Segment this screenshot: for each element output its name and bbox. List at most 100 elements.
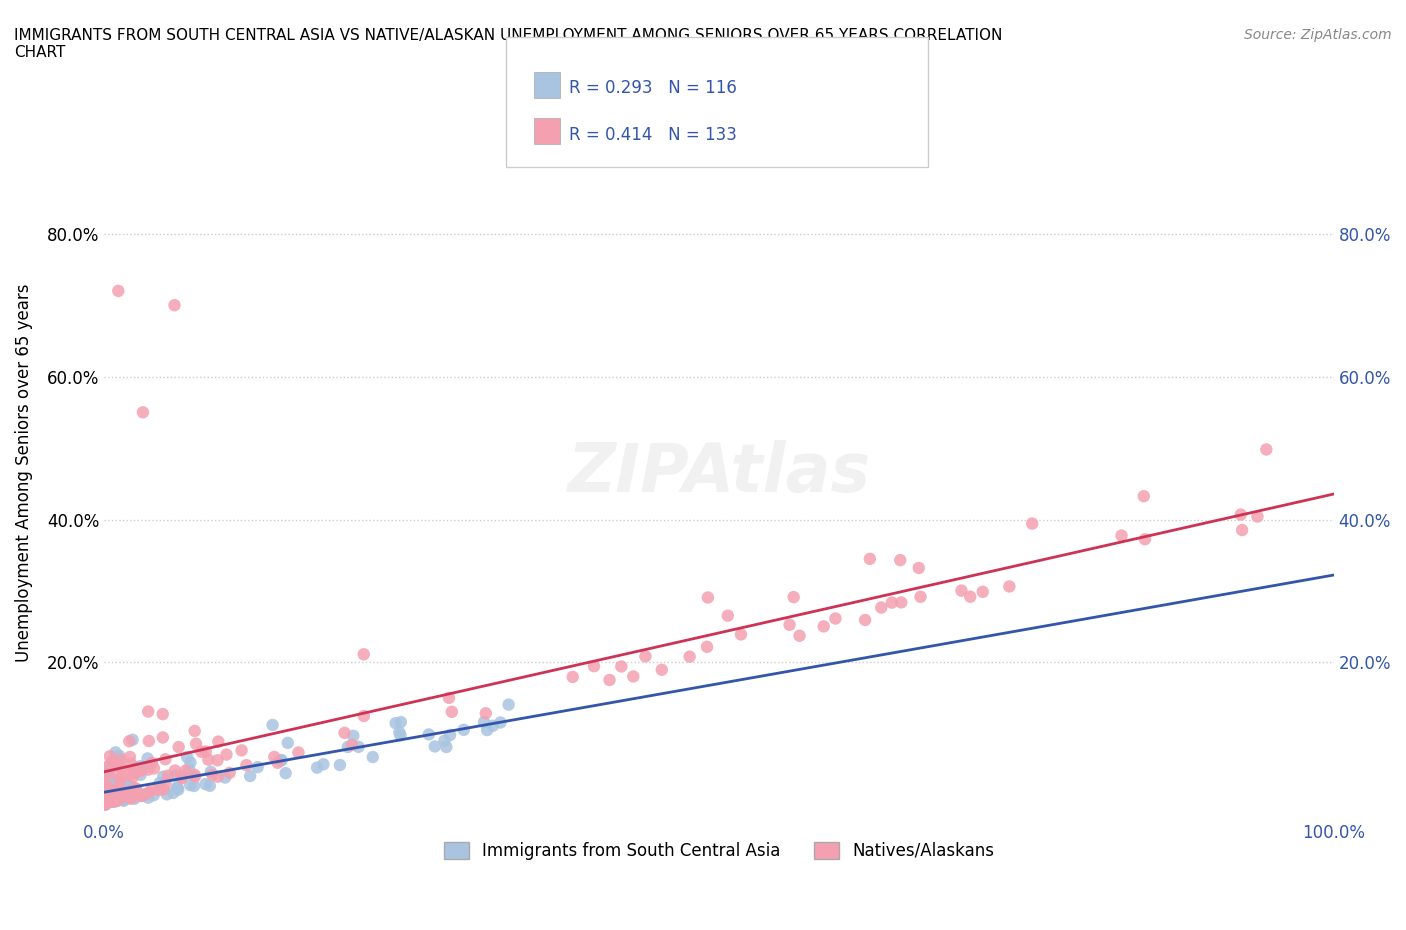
Point bbox=[215, 747, 238, 762]
Point bbox=[94, 797, 117, 812]
Point bbox=[347, 739, 370, 754]
Point bbox=[307, 760, 329, 775]
Point bbox=[111, 784, 134, 799]
Point bbox=[696, 590, 718, 604]
Point bbox=[361, 750, 384, 764]
Point bbox=[104, 773, 127, 788]
Point bbox=[246, 760, 269, 775]
Point bbox=[717, 608, 740, 623]
Point bbox=[96, 791, 118, 806]
Point bbox=[101, 790, 124, 804]
Point bbox=[136, 790, 159, 805]
Point bbox=[730, 627, 752, 642]
Point bbox=[197, 752, 219, 767]
Point bbox=[172, 771, 194, 786]
Point bbox=[96, 781, 118, 796]
Point bbox=[998, 579, 1021, 594]
Point bbox=[789, 629, 811, 644]
Point bbox=[194, 777, 217, 791]
Point bbox=[908, 561, 931, 576]
Point bbox=[782, 590, 804, 604]
Point bbox=[498, 698, 520, 712]
Point bbox=[179, 755, 201, 770]
Point bbox=[115, 777, 138, 792]
Point bbox=[108, 777, 131, 791]
Point bbox=[183, 778, 205, 793]
Point bbox=[110, 783, 132, 798]
Point bbox=[136, 704, 159, 719]
Point bbox=[110, 783, 132, 798]
Point bbox=[207, 753, 229, 768]
Point bbox=[125, 781, 148, 796]
Point bbox=[104, 794, 127, 809]
Point bbox=[129, 767, 152, 782]
Point bbox=[263, 750, 285, 764]
Point bbox=[472, 714, 495, 729]
Text: IMMIGRANTS FROM SOUTH CENTRAL ASIA VS NATIVE/ALASKAN UNEMPLOYMENT AMONG SENIORS : IMMIGRANTS FROM SOUTH CENTRAL ASIA VS NA… bbox=[14, 28, 1002, 60]
Point bbox=[121, 784, 143, 799]
Point bbox=[651, 662, 673, 677]
Point bbox=[156, 787, 179, 802]
Point bbox=[104, 745, 127, 760]
Point bbox=[880, 595, 903, 610]
Point bbox=[170, 769, 193, 784]
Point bbox=[138, 734, 160, 749]
Point bbox=[561, 670, 583, 684]
Point bbox=[118, 750, 141, 764]
Point bbox=[138, 785, 160, 800]
Point bbox=[340, 737, 363, 752]
Point bbox=[453, 723, 475, 737]
Point bbox=[94, 794, 117, 809]
Point bbox=[127, 789, 149, 804]
Point bbox=[184, 737, 207, 751]
Point bbox=[124, 781, 146, 796]
Point bbox=[333, 725, 356, 740]
Point bbox=[97, 780, 120, 795]
Point bbox=[100, 790, 122, 804]
Point bbox=[231, 743, 253, 758]
Point bbox=[437, 690, 460, 705]
Point bbox=[235, 758, 257, 773]
Point bbox=[120, 790, 142, 804]
Point bbox=[141, 782, 163, 797]
Point bbox=[94, 783, 117, 798]
Point bbox=[125, 761, 148, 776]
Point bbox=[129, 764, 152, 778]
Point bbox=[149, 776, 172, 790]
Point bbox=[112, 793, 135, 808]
Point bbox=[384, 716, 406, 731]
Point bbox=[94, 797, 117, 812]
Point bbox=[125, 760, 148, 775]
Point bbox=[163, 764, 186, 778]
Point bbox=[779, 618, 801, 632]
Legend: Immigrants from South Central Asia, Natives/Alaskans: Immigrants from South Central Asia, Nati… bbox=[437, 835, 1001, 867]
Point bbox=[679, 649, 702, 664]
Point bbox=[94, 783, 117, 798]
Point bbox=[194, 744, 217, 759]
Point bbox=[270, 752, 292, 767]
Point bbox=[1256, 442, 1278, 457]
Point bbox=[266, 755, 288, 770]
Point bbox=[98, 793, 121, 808]
Point bbox=[101, 754, 124, 769]
Point bbox=[94, 774, 117, 789]
Point bbox=[434, 739, 457, 754]
Point bbox=[610, 659, 633, 674]
Point bbox=[111, 789, 134, 804]
Point bbox=[101, 794, 124, 809]
Point bbox=[120, 791, 142, 806]
Point bbox=[287, 745, 309, 760]
Point bbox=[184, 769, 207, 784]
Point bbox=[96, 795, 118, 810]
Point bbox=[262, 718, 284, 733]
Point bbox=[439, 727, 461, 742]
Point bbox=[166, 780, 188, 795]
Point bbox=[239, 768, 262, 783]
Point bbox=[214, 770, 236, 785]
Text: ZIPAtlas: ZIPAtlas bbox=[568, 440, 870, 506]
Point bbox=[423, 739, 446, 754]
Point bbox=[277, 736, 299, 751]
Point bbox=[96, 793, 118, 808]
Point bbox=[98, 785, 121, 800]
Point bbox=[336, 739, 359, 754]
